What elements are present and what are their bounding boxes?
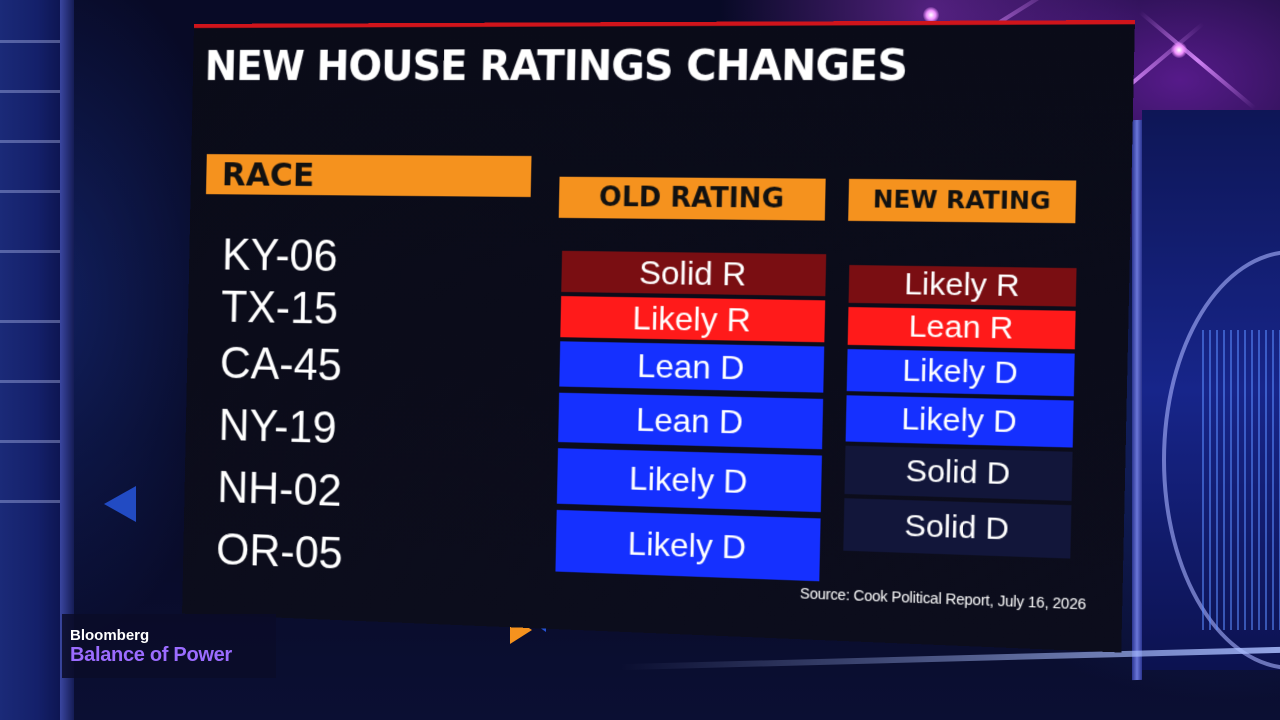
show-title: Balance of Power [70, 644, 276, 666]
new-rating-cell: Solid D [844, 446, 1072, 501]
old-rating-column-header: OLD RATING [559, 177, 826, 221]
right-video-wall [1142, 110, 1280, 670]
left-screen-frame [60, 0, 74, 720]
old-rating-cell: Lean D [558, 393, 823, 450]
race-column-header: RACE [206, 154, 532, 197]
graphic-screen: NEW HOUSE RATINGS CHANGES RACE OLD RATIN… [74, 0, 1132, 720]
race-label: TX-15 [221, 282, 339, 334]
new-rating-cell: Solid D [843, 498, 1071, 558]
new-rating-cell: Likely R [849, 265, 1077, 307]
old-rating-cell: Lean D [559, 341, 824, 392]
show-bug: Bloomberg Balance of Power [62, 614, 276, 678]
race-label: KY-06 [222, 230, 339, 282]
race-label: CA-45 [219, 339, 342, 392]
new-rating-cell: Likely D [847, 349, 1075, 396]
new-rating-column-header: NEW RATING [848, 179, 1076, 223]
new-rating-cell: Lean R [848, 307, 1076, 349]
old-rating-cell: Likely D [557, 448, 822, 512]
right-screen-frame [1132, 120, 1142, 680]
old-rating-cell: Likely R [560, 296, 825, 342]
ratings-panel: NEW HOUSE RATINGS CHANGES RACE OLD RATIN… [182, 20, 1135, 653]
ceiling-light [1171, 42, 1187, 58]
race-label: NH-02 [217, 463, 342, 517]
graphic-title: NEW HOUSE RATINGS CHANGES [204, 42, 907, 91]
new-rating-cell: Likely D [846, 395, 1074, 447]
old-rating-cell: Likely D [555, 510, 820, 581]
race-label: NY-19 [218, 401, 337, 454]
title-rule [194, 20, 1135, 28]
brand-logo-text: Bloomberg [70, 628, 276, 644]
old-rating-cell: Solid R [561, 251, 826, 296]
race-label: OR-05 [216, 525, 344, 580]
source-credit: Source: Cook Political Report, July 16, … [800, 585, 1086, 613]
left-video-wall [0, 0, 62, 720]
